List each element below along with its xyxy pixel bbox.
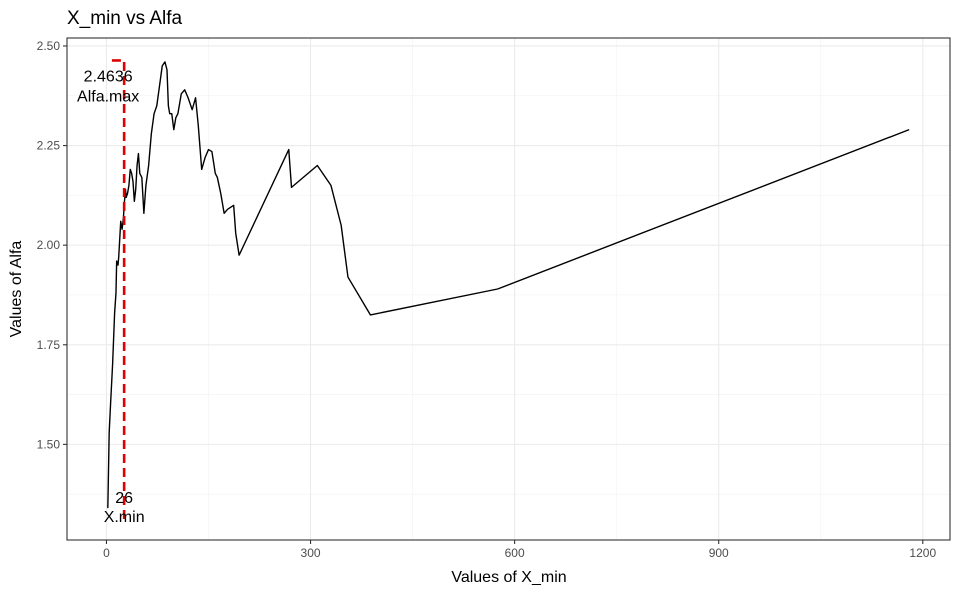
y-axis-title: Values of Alfa xyxy=(8,241,25,338)
series-layer xyxy=(107,61,910,509)
xmin-name-label: X.min xyxy=(104,509,145,526)
x-tick-label: 900 xyxy=(709,546,729,560)
xmin-value-label: 26 xyxy=(115,490,133,507)
data-series-line xyxy=(107,61,910,509)
x-axis-title: Values of X_min xyxy=(451,569,566,586)
y-tick-label: 1.50 xyxy=(37,437,61,451)
x-tick-label: 600 xyxy=(505,546,525,560)
y-tick-label: 2.00 xyxy=(37,238,61,252)
y-tick-label: 1.75 xyxy=(37,338,61,352)
x-axis: 0 300 600 900 1200 xyxy=(103,540,936,560)
max-name-label: Alfa.max xyxy=(77,88,139,105)
x-tick-label: 1200 xyxy=(909,546,936,560)
x-tick-label: 300 xyxy=(301,546,321,560)
panel-border xyxy=(66,37,951,541)
y-axis: 1.50 1.75 2.00 2.25 2.50 xyxy=(37,39,67,451)
annotation-lines xyxy=(111,59,126,522)
x-tick-label: 0 xyxy=(103,546,110,560)
y-tick-label: 2.25 xyxy=(37,139,61,153)
y-tick-label: 2.50 xyxy=(37,39,61,53)
chart-title: X_min vs Alfa xyxy=(67,8,183,29)
minor-gridlines xyxy=(67,38,950,540)
major-gridlines xyxy=(67,38,950,540)
max-value-label: 2.4636 xyxy=(84,68,133,85)
